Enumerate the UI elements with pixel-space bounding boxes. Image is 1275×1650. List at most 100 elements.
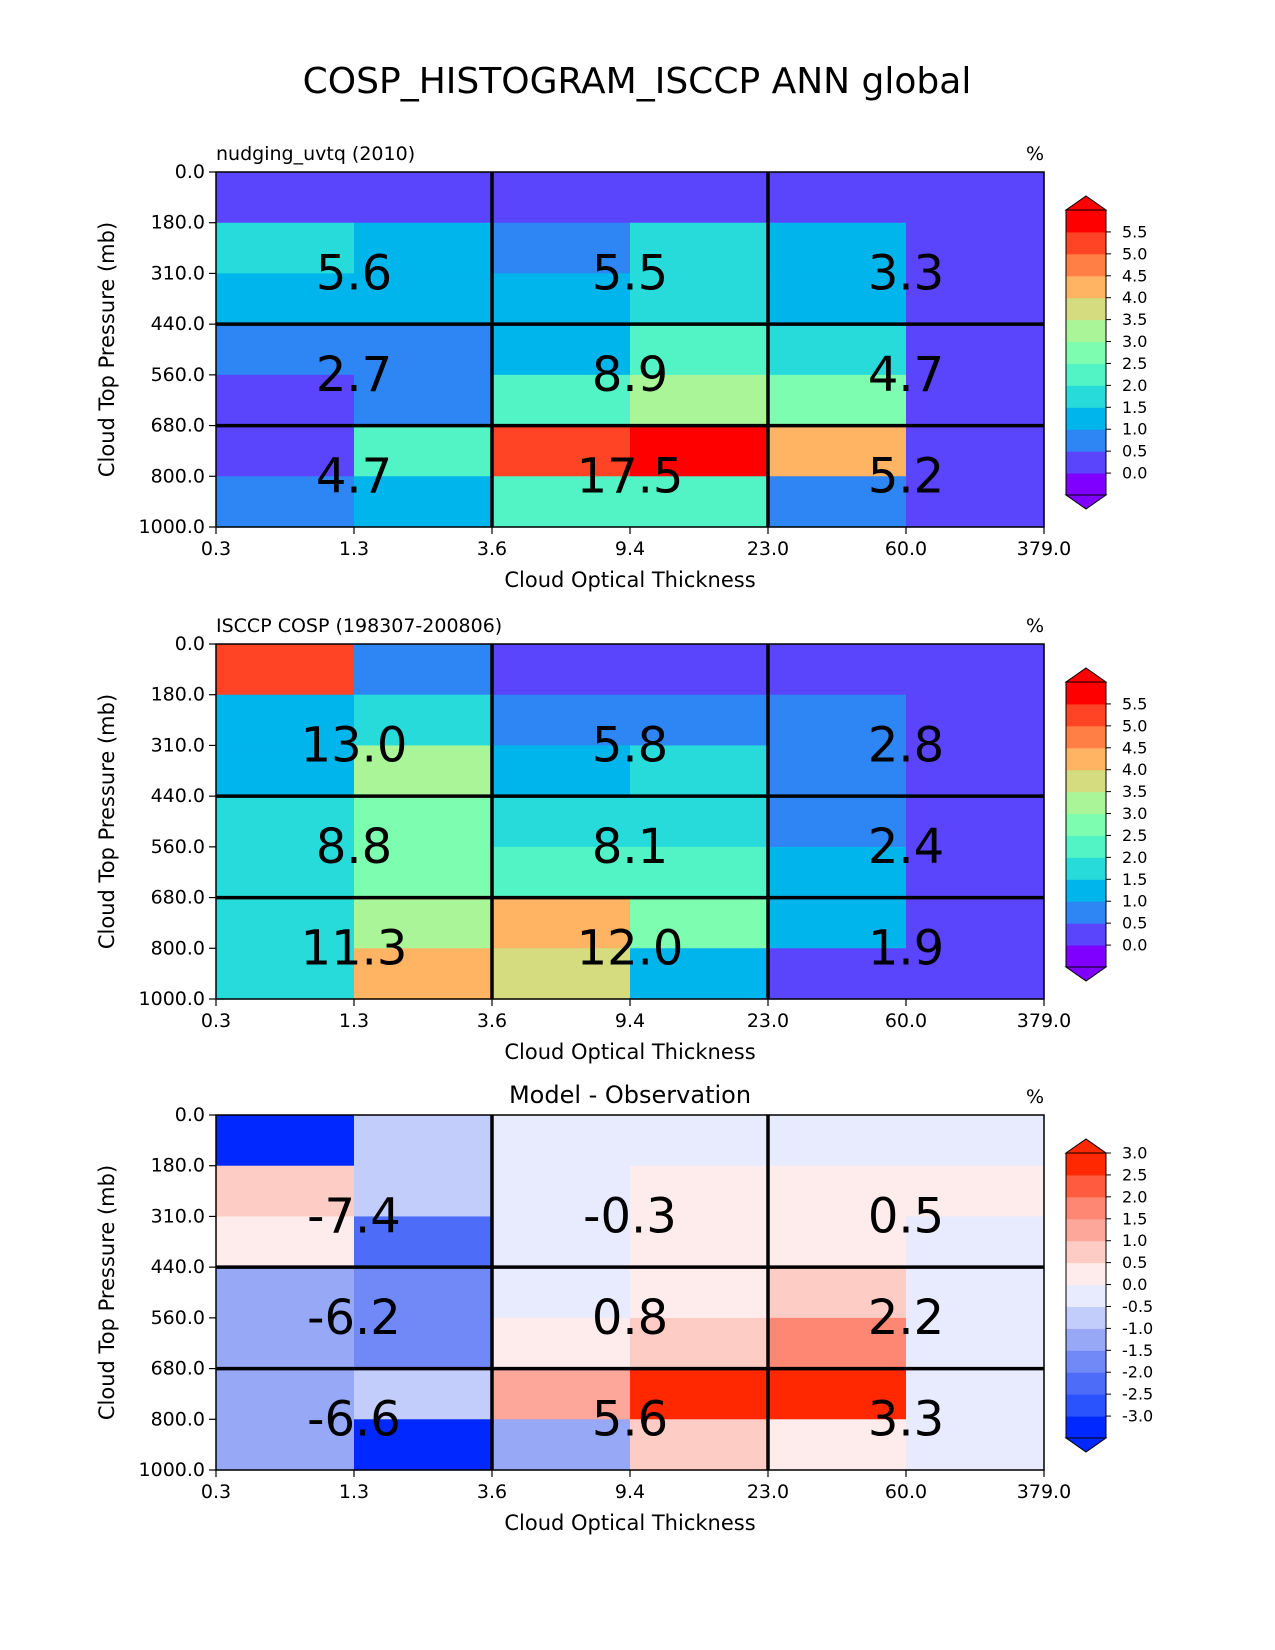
heatmap-cell bbox=[216, 644, 355, 696]
heatmap-cell bbox=[768, 1115, 907, 1167]
heatmap-cell bbox=[354, 948, 493, 1000]
heatmap-cell bbox=[216, 425, 355, 477]
heatmap-cell bbox=[630, 796, 769, 848]
heatmap-cell bbox=[492, 745, 631, 797]
heatmap-cell bbox=[906, 745, 1045, 797]
heatmap-cell bbox=[492, 796, 631, 848]
heatmap-cell bbox=[216, 1216, 355, 1268]
y-tick-label: 440.0 bbox=[151, 313, 205, 335]
heatmap-cell bbox=[906, 273, 1045, 325]
x-tick-label: 1.3 bbox=[339, 538, 369, 560]
panel-3: -7.4 -0.3 0.5 -6.2 0.8 2.2 -6.6 5.6 3.3 0.3 1.3 3.6… bbox=[95, 1081, 1153, 1535]
block-value-label: 0.5 bbox=[868, 1188, 944, 1244]
colorbar-extend-high bbox=[1064, 195, 1108, 211]
colorbar-tick-label: 2.5 bbox=[1122, 354, 1147, 373]
y-tick-label: 180.0 bbox=[151, 684, 205, 706]
x-tick-label: 3.6 bbox=[477, 538, 507, 560]
heatmap-cell bbox=[216, 897, 355, 949]
heatmap-cell bbox=[492, 1368, 631, 1420]
heatmap-cell bbox=[768, 1419, 907, 1471]
block-value-label: 2.4 bbox=[868, 819, 944, 875]
heatmap-cell bbox=[906, 324, 1045, 376]
colorbar-segment bbox=[1066, 473, 1106, 496]
y-tick-label: 680.0 bbox=[151, 1358, 205, 1380]
panels: 5.6 5.5 3.3 2.7 8.9 4.7 4.7 17.5 5.2 0.3 1.3 3.6 9.4… bbox=[95, 143, 1153, 1535]
colorbar-segment bbox=[1066, 1284, 1106, 1307]
heatmap-cell bbox=[354, 1216, 493, 1268]
heatmap-cell bbox=[354, 694, 493, 747]
heatmap-cell bbox=[630, 745, 769, 797]
heatmap-cell bbox=[492, 948, 631, 1000]
heatmap-cell bbox=[630, 1368, 769, 1420]
heatmap-cell bbox=[630, 644, 769, 696]
heatmap-cell bbox=[216, 476, 355, 528]
heatmap-cell bbox=[906, 172, 1045, 224]
heatmap-cell bbox=[492, 476, 631, 528]
colorbar-tick-label: 0.5 bbox=[1122, 442, 1147, 461]
heatmap-cell bbox=[768, 796, 907, 848]
heatmap-cell bbox=[216, 222, 355, 275]
panel-title-center: Model - Observation bbox=[509, 1081, 751, 1109]
y-tick-label: 560.0 bbox=[151, 364, 205, 386]
colorbar-segment bbox=[1066, 341, 1106, 364]
colorbar-tick-label: 1.0 bbox=[1122, 420, 1147, 439]
x-tick-label: 23.0 bbox=[747, 1010, 789, 1032]
heatmap-cell bbox=[768, 948, 907, 1000]
colorbar: 5.5 5.0 4.5 4.0 3.5 3.0 2.5 2.0 1.5 1.0 0.5 0.0 bbox=[1064, 667, 1147, 982]
heatmap-cell bbox=[354, 273, 493, 325]
heatmap-cell bbox=[630, 694, 769, 747]
colorbar-segment bbox=[1066, 385, 1106, 408]
heatmap-cell bbox=[768, 897, 907, 949]
x-tick-label: 23.0 bbox=[747, 538, 789, 560]
block-value-label: 1.9 bbox=[868, 920, 944, 976]
block-value-label: 0.8 bbox=[592, 1290, 668, 1346]
heatmap-cell bbox=[630, 324, 769, 376]
colorbar-tick-label: -1.5 bbox=[1122, 1341, 1153, 1360]
y-tick-label: 0.0 bbox=[175, 161, 205, 183]
block-value-label: 2.7 bbox=[316, 347, 392, 403]
heatmap-cell bbox=[216, 1419, 355, 1471]
colorbar-extend-high bbox=[1064, 1138, 1108, 1154]
figure-title: COSP_HISTOGRAM_ISCCP ANN global bbox=[303, 61, 972, 102]
heatmap-cell bbox=[216, 273, 355, 325]
heatmap-cell bbox=[906, 1419, 1045, 1471]
y-tick-label: 800.0 bbox=[151, 465, 205, 487]
y-tick-label: 310.0 bbox=[151, 262, 205, 284]
heatmap-cell bbox=[768, 745, 907, 797]
y-tick-label: 800.0 bbox=[151, 1408, 205, 1430]
colorbar-segment bbox=[1066, 1153, 1106, 1176]
heatmap-cell bbox=[216, 1267, 355, 1319]
heatmap-cell bbox=[630, 172, 769, 224]
heatmap-cell bbox=[354, 1115, 493, 1167]
heatmap-cell bbox=[630, 222, 769, 275]
block-value-label: -0.3 bbox=[583, 1188, 677, 1244]
colorbar-tick-label: 2.0 bbox=[1122, 376, 1147, 395]
colorbar-segment bbox=[1066, 901, 1106, 924]
heatmap-cell bbox=[906, 1165, 1045, 1218]
block-value-label: 8.9 bbox=[592, 347, 668, 403]
colorbar-tick-label: 4.5 bbox=[1122, 738, 1147, 757]
panel-1: 5.6 5.5 3.3 2.7 8.9 4.7 4.7 17.5 5.2 0.3 1.3 3.6 9.4… bbox=[95, 143, 1147, 592]
heatmap-cell bbox=[630, 1267, 769, 1319]
heatmap-cell bbox=[216, 172, 355, 224]
colorbar-frame bbox=[1065, 681, 1107, 968]
colorbar-segment bbox=[1066, 1328, 1106, 1351]
colorbar-tick-label: 0.0 bbox=[1122, 1275, 1147, 1294]
heatmap-cell bbox=[492, 644, 631, 696]
colorbar-extend-low bbox=[1064, 494, 1108, 510]
colorbar-tick-label: 5.0 bbox=[1122, 244, 1147, 263]
heatmap-cell bbox=[768, 644, 907, 696]
heatmap-cell bbox=[906, 425, 1045, 477]
heatmap-cell bbox=[216, 694, 355, 747]
heatmap-cell bbox=[216, 948, 355, 1000]
heatmap-cell bbox=[906, 1317, 1045, 1370]
block-value-label: 13.0 bbox=[301, 717, 408, 773]
block-value-label: -6.2 bbox=[307, 1290, 401, 1346]
heatmap-cell bbox=[216, 796, 355, 848]
heatmap-cell bbox=[216, 1368, 355, 1420]
colorbar-tick-label: 4.5 bbox=[1122, 266, 1147, 285]
colorbar-segment bbox=[1066, 879, 1106, 902]
block-value-label: 11.3 bbox=[301, 920, 408, 976]
y-tick-label: 800.0 bbox=[151, 937, 205, 959]
heatmap-cell bbox=[768, 222, 907, 275]
